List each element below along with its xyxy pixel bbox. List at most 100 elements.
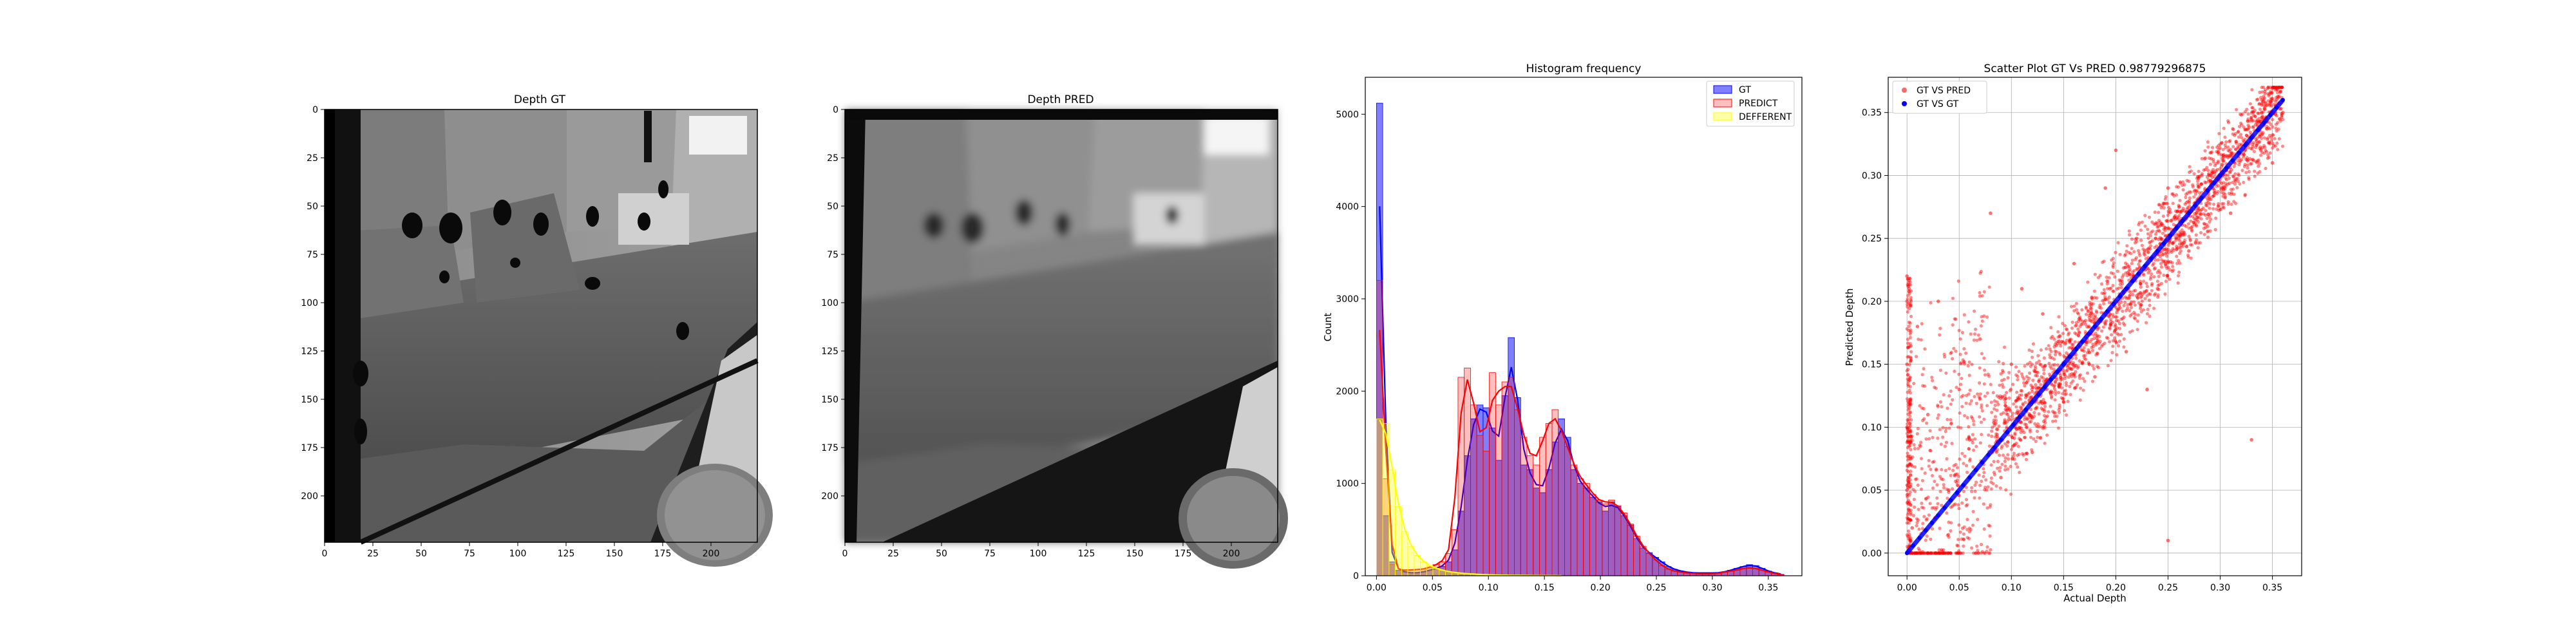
- scatter-point: [2258, 134, 2262, 138]
- scatter-point: [2114, 341, 2119, 345]
- scatter-point: [2145, 387, 2149, 392]
- scatter-point: [2238, 160, 2242, 164]
- scatter-point: [1967, 475, 1972, 480]
- scatter-point: [2062, 371, 2066, 375]
- scatter-point: [2126, 270, 2130, 274]
- y-tick-label: 3000: [1336, 294, 1359, 305]
- scatter-point: [2012, 402, 2016, 406]
- scatter-point: [1916, 518, 1920, 522]
- scatter-point: [2144, 257, 2148, 261]
- scatter-point: [1980, 319, 1984, 323]
- hist-bar: [1376, 418, 1383, 576]
- scatter-point: [1907, 502, 1911, 506]
- scatter-point: [2163, 225, 2167, 229]
- scatter-point: [2047, 410, 2050, 414]
- scatter-point: [1982, 290, 1986, 294]
- y-tick-label: 75: [307, 250, 318, 260]
- scatter-point: [1952, 346, 1956, 350]
- x-tick-label: 100: [1030, 549, 1047, 559]
- scatter-point: [2147, 292, 2151, 296]
- scatter-point: [1949, 350, 1953, 354]
- scatter-point: [2177, 205, 2181, 209]
- scatter-point: [2243, 194, 2247, 198]
- scatter-point: [2050, 334, 2054, 339]
- scatter-point: [2230, 151, 2233, 155]
- scatter-point: [2263, 108, 2267, 111]
- scatter-point: [1933, 551, 1937, 555]
- scatter-point: [1910, 438, 1914, 442]
- scatter-point: [2156, 293, 2160, 297]
- scatter-point: [2259, 149, 2263, 153]
- scatter-point: [2057, 382, 2061, 386]
- scatter-point: [2057, 383, 2061, 387]
- scatter-point: [1908, 434, 1912, 439]
- scatter-point: [1908, 490, 1912, 494]
- scatter-point: [1941, 435, 1945, 439]
- scatter-point: [2119, 286, 2123, 290]
- scatter-point: [2221, 160, 2225, 164]
- scatter-point: [1944, 371, 1948, 375]
- scatter-point: [2090, 295, 2094, 299]
- scatter-point: [1956, 425, 1960, 429]
- scatter-point: [1960, 501, 1964, 505]
- scatter-point: [1915, 551, 1918, 555]
- scatter-point: [2237, 143, 2241, 147]
- scatter-point: [2049, 326, 2053, 330]
- scatter-point: [2106, 336, 2110, 340]
- scatter-point: [2139, 279, 2143, 283]
- scatter-point: [2032, 368, 2036, 373]
- scatter-point: [1906, 277, 1909, 281]
- scatter-point: [1962, 360, 1966, 364]
- scatter-point: [2092, 333, 2096, 337]
- scatter-point: [2019, 420, 2023, 424]
- legend-swatch-predict: [1713, 99, 1732, 108]
- scatter-point: [2130, 329, 2134, 333]
- scatter-point: [2042, 401, 2046, 404]
- scatter-point: [2243, 193, 2247, 196]
- scatter-point: [1949, 506, 1953, 509]
- scatter-point: [2036, 354, 2040, 357]
- scatter-point: [2068, 339, 2072, 343]
- scatter-point: [2084, 357, 2088, 361]
- scatter-point: [2027, 376, 2031, 380]
- scatter-point: [1942, 506, 1947, 510]
- scatter-point: [2245, 133, 2249, 137]
- scatter-point: [1908, 539, 1912, 544]
- scatter-point: [1906, 412, 1910, 416]
- scatter-point: [2002, 377, 2006, 381]
- scatter-point: [1985, 391, 1989, 395]
- scatter-point: [2207, 180, 2211, 184]
- scatter-point: [2163, 247, 2167, 252]
- scatter-point: [1946, 533, 1949, 537]
- scatter-point: [2091, 312, 2095, 316]
- scatter-point: [1992, 471, 1996, 475]
- scatter-point: [2228, 147, 2232, 151]
- scatter-point: [2230, 193, 2233, 196]
- scatter-point: [2163, 263, 2168, 267]
- scatter-point: [2116, 326, 2119, 330]
- scatter-point: [2052, 387, 2056, 391]
- scatter-point: [2249, 111, 2253, 115]
- scatter-point: [2222, 206, 2226, 210]
- scatter-point: [2257, 158, 2260, 162]
- scatter-point: [1998, 453, 2002, 457]
- scatter-point: [2265, 127, 2269, 131]
- scatter-point: [2188, 239, 2192, 243]
- scatter-point: [2108, 323, 2112, 327]
- scatter-point: [2053, 411, 2057, 415]
- scatter-point: [1960, 526, 1964, 530]
- scatter-point: [1935, 506, 1938, 509]
- scatter-point: [1978, 392, 1982, 396]
- scatter-point: [1982, 471, 1986, 475]
- y-tick-label: 0: [312, 105, 318, 115]
- scatter-point: [1919, 338, 1923, 342]
- scatter-point: [2244, 157, 2248, 161]
- scatter-point: [1965, 536, 1969, 540]
- scatter-point: [2166, 213, 2170, 217]
- scatter-point: [2054, 390, 2058, 393]
- scatter-point: [2204, 202, 2208, 205]
- scatter-point: [2221, 187, 2226, 191]
- scatter-point: [2275, 114, 2278, 118]
- scatter-point: [1907, 290, 1911, 294]
- scatter-point: [1962, 525, 1966, 529]
